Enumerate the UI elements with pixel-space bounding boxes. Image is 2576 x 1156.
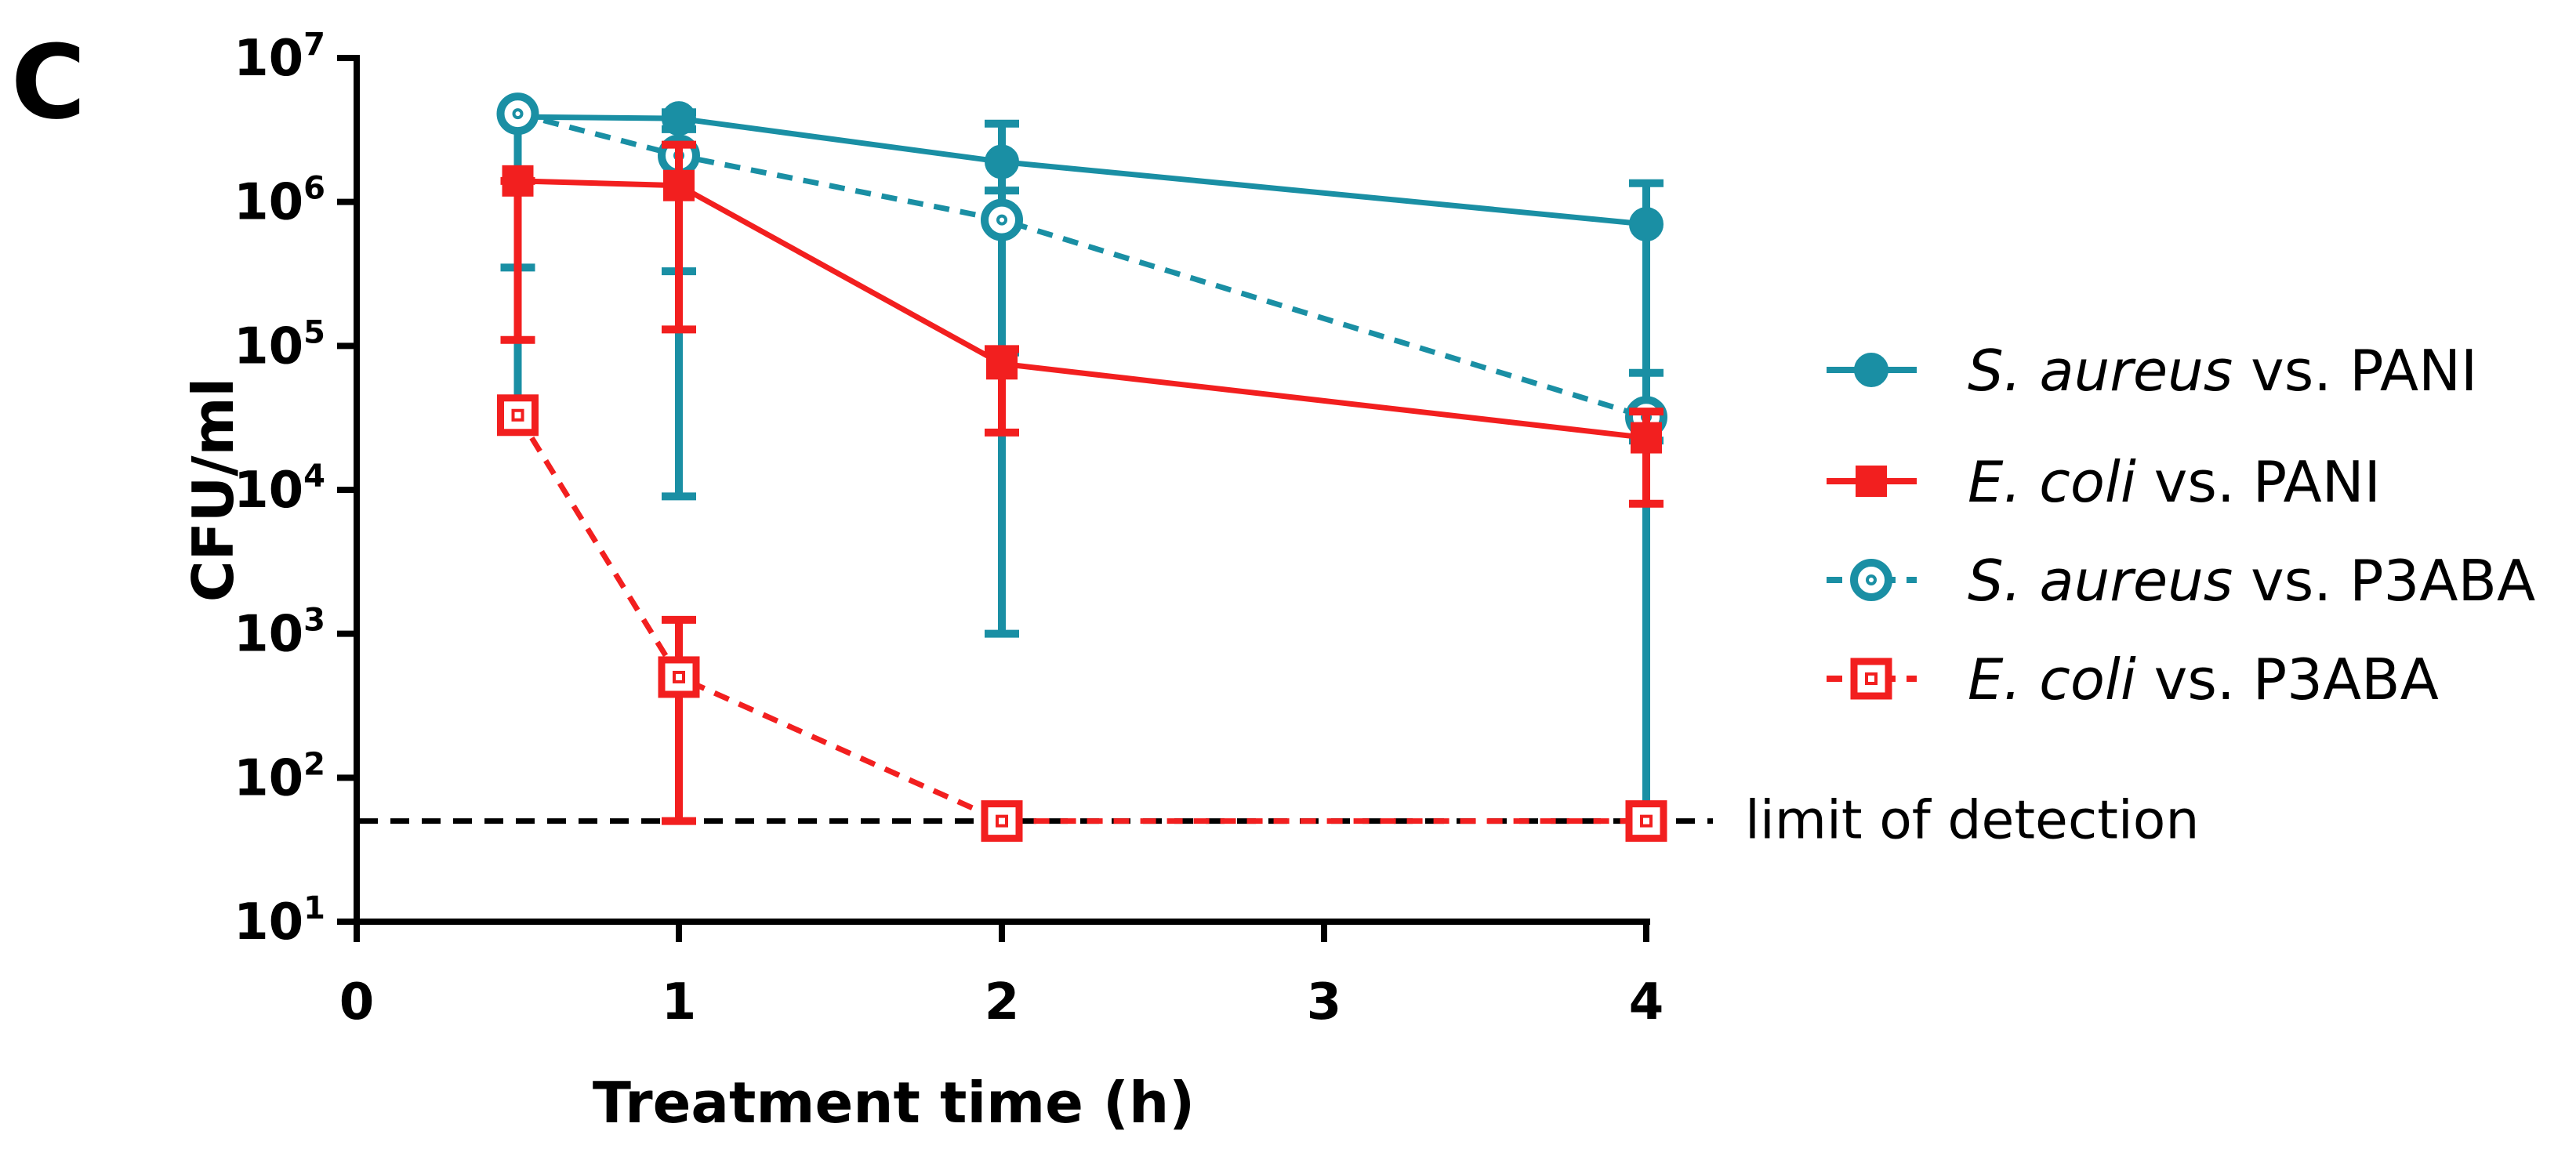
x-tick-label: 0 xyxy=(339,973,375,1031)
legend-condition: vs. PANI xyxy=(2233,338,2477,404)
y-tick-exponent: 5 xyxy=(303,314,325,350)
y-tick-label: 104 xyxy=(234,458,325,520)
legend-label: S. aureus vs. P3ABA xyxy=(1968,548,2535,614)
series-line xyxy=(517,114,1647,227)
legend-condition: vs. P3ABA xyxy=(2136,647,2439,712)
legend-marker xyxy=(1856,466,1887,497)
legend-species: S. aureus xyxy=(1968,338,2233,404)
data-point xyxy=(658,656,700,698)
series-line xyxy=(517,178,1647,441)
legend-marker xyxy=(1850,658,1892,700)
y-tick-label: 101 xyxy=(234,890,325,951)
y-tick-exponent: 4 xyxy=(303,458,325,495)
y-tick-base: 10 xyxy=(234,462,303,520)
legend-item: E. coli vs. P3ABA xyxy=(1827,647,2439,712)
legend-marker xyxy=(1854,353,1888,387)
x-ticks: 0 1 2 3 4 xyxy=(339,922,1664,1031)
data-point xyxy=(985,144,1019,179)
series-e-coli-vs-p3aba xyxy=(497,394,1667,843)
data-point xyxy=(502,165,534,197)
x-tick-label: 2 xyxy=(985,973,1020,1031)
y-tick-label: 103 xyxy=(234,603,325,664)
data-point xyxy=(981,198,1023,241)
series-line xyxy=(515,413,1646,824)
y-tick-base: 10 xyxy=(234,606,303,664)
series-e-coli-vs-pani xyxy=(500,140,1664,508)
data-point xyxy=(1631,422,1662,454)
y-tick-exponent: 6 xyxy=(303,171,325,207)
y-tick-base: 10 xyxy=(234,174,303,232)
y-tick-label: 105 xyxy=(234,314,325,375)
y-tick-base: 10 xyxy=(234,317,303,375)
legend-label: E. coli vs. P3ABA xyxy=(1968,647,2439,712)
legend-condition: vs. PANI xyxy=(2136,449,2381,515)
limit-of-detection-label: limit of detection xyxy=(1745,790,2200,852)
y-tick-base: 10 xyxy=(234,893,303,951)
legend-species: E. coli xyxy=(1968,647,2136,712)
x-tick-label: 4 xyxy=(1629,973,1664,1031)
y-tick-base: 10 xyxy=(234,749,303,807)
x-tick-label: 3 xyxy=(1307,973,1342,1031)
error-bar xyxy=(500,176,535,344)
legend-condition: vs. P3ABA xyxy=(2233,548,2535,614)
legend-species: S. aureus xyxy=(1968,548,2233,614)
legend-marker xyxy=(1850,559,1892,601)
error-bar xyxy=(662,615,696,825)
legend-item: S. aureus vs. PANI xyxy=(1827,338,2477,404)
panel-label: C xyxy=(11,23,85,142)
y-tick-label: 107 xyxy=(234,27,325,88)
x-tick-label: 1 xyxy=(662,973,697,1031)
data-point xyxy=(1629,207,1664,242)
data-point xyxy=(986,348,1018,380)
data-point xyxy=(497,394,539,437)
legend-item: S. aureus vs. P3ABA xyxy=(1827,548,2535,614)
y-tick-label: 102 xyxy=(234,746,325,807)
legend-label: S. aureus vs. PANI xyxy=(1968,338,2477,404)
x-axis-title: Treatment time (h) xyxy=(593,1070,1195,1136)
legend-item: E. coli vs. PANI xyxy=(1827,449,2381,515)
y-axis-title: CFU/ml xyxy=(180,378,246,603)
series-line xyxy=(517,111,1648,420)
data-point xyxy=(496,92,539,136)
data-point xyxy=(1625,800,1667,843)
series-layer xyxy=(496,92,1667,843)
y-tick-exponent: 1 xyxy=(303,890,325,926)
y-tick-exponent: 2 xyxy=(303,746,325,782)
y-tick-exponent: 7 xyxy=(303,27,325,63)
legend-species: E. coli xyxy=(1968,449,2136,515)
y-tick-base: 10 xyxy=(234,30,303,88)
data-point xyxy=(663,169,695,201)
data-point xyxy=(981,800,1023,843)
y-tick-label: 106 xyxy=(234,171,325,232)
y-tick-exponent: 3 xyxy=(303,603,325,639)
legend-label: E. coli vs. PANI xyxy=(1968,449,2381,515)
